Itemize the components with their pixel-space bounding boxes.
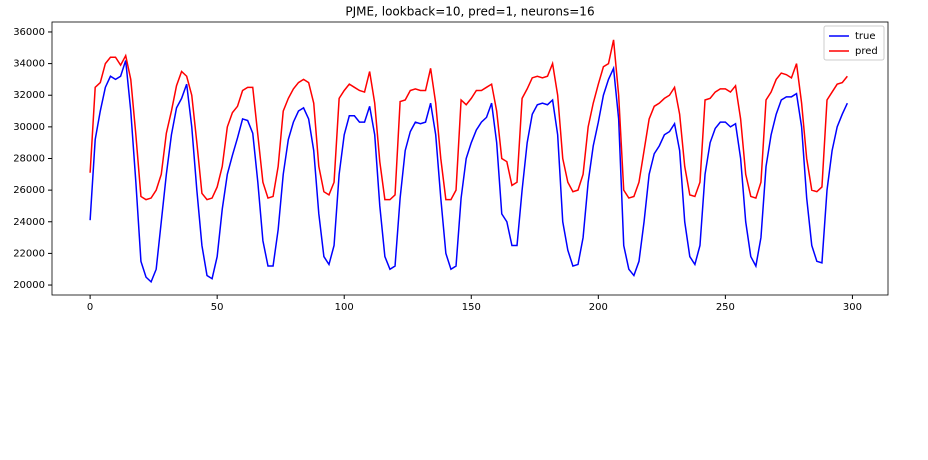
y-tick-label: 30000 bbox=[13, 122, 45, 133]
y-tick-label: 28000 bbox=[13, 154, 45, 165]
plot-frame bbox=[51, 21, 889, 296]
y-tick-label: 36000 bbox=[13, 27, 45, 38]
y-tick-label: 20000 bbox=[13, 280, 45, 291]
x-tick-label: 250 bbox=[716, 302, 735, 313]
y-tick-label: 34000 bbox=[13, 59, 45, 70]
y-tick-label: 32000 bbox=[13, 90, 45, 101]
x-tick-label: 50 bbox=[211, 302, 224, 313]
x-tick-label: 150 bbox=[462, 302, 481, 313]
y-tick-label: 22000 bbox=[13, 248, 45, 259]
x-tick-label: 0 bbox=[87, 302, 93, 313]
y-tick-label: 26000 bbox=[13, 185, 45, 196]
x-tick-label: 100 bbox=[335, 302, 354, 313]
legend-label: pred bbox=[855, 46, 878, 57]
chart-title: PJME, lookback=10, pred=1, neurons=16 bbox=[345, 5, 594, 19]
y-tick-label: 24000 bbox=[13, 217, 45, 228]
x-tick-label: 300 bbox=[843, 302, 862, 313]
legend-label: true bbox=[855, 31, 876, 42]
series-line bbox=[89, 39, 848, 201]
x-tick-label: 200 bbox=[589, 302, 608, 313]
series-line bbox=[89, 60, 849, 284]
